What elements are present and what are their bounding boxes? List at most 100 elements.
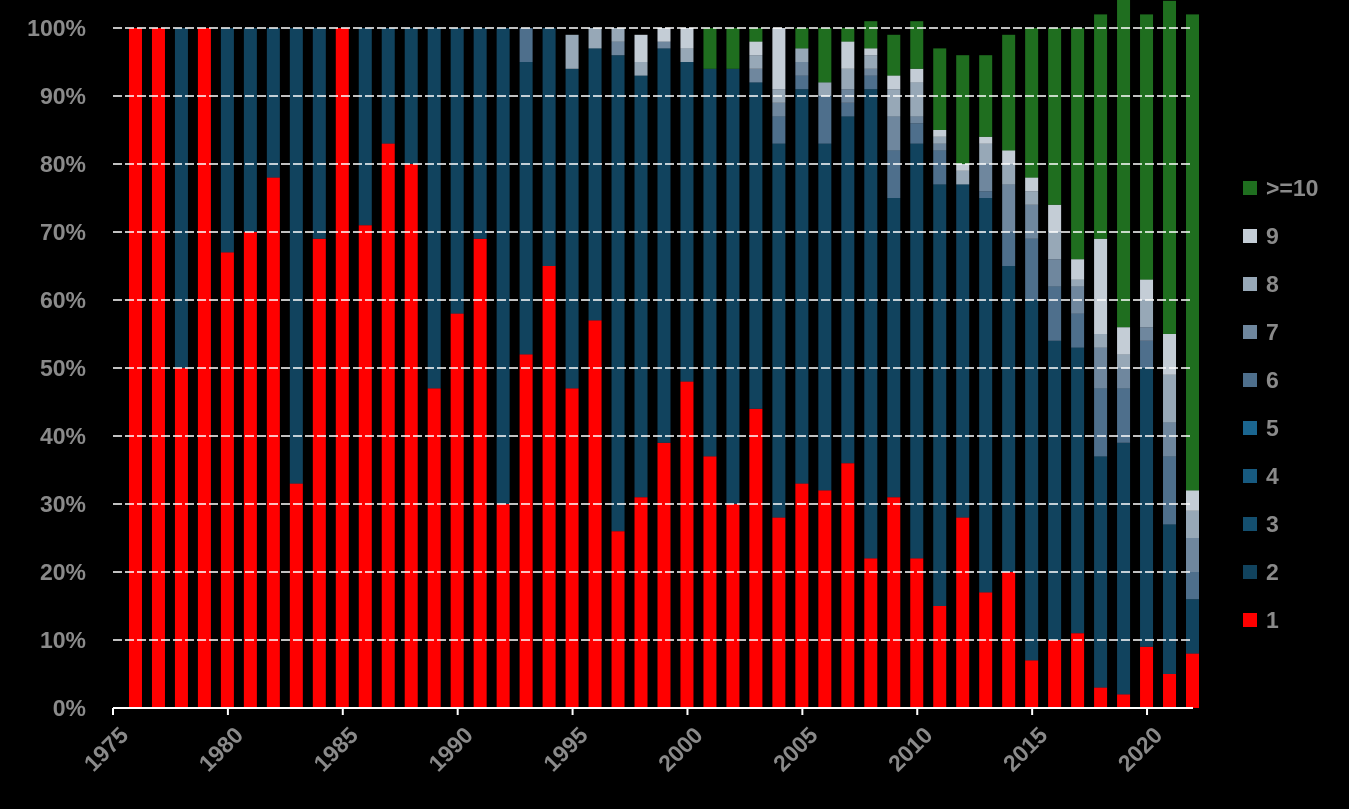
bar-segment-1999-series-9 bbox=[657, 28, 671, 42]
bar-segment-1991-series-2 bbox=[473, 28, 487, 239]
bar-segment-2008-series-9 bbox=[864, 48, 878, 56]
bar-segment-1996-series-2 bbox=[588, 48, 602, 321]
x-tick-label: 1990 bbox=[423, 722, 478, 777]
bar-segment-1994-series-2 bbox=[542, 28, 556, 266]
bar-segment-2004-series-9 bbox=[772, 28, 786, 90]
legend-label: 5 bbox=[1266, 415, 1279, 441]
bar-segment-1998-series-1 bbox=[634, 497, 648, 708]
bar-segment-2007-series-8 bbox=[841, 68, 855, 90]
bar-segment-2016-series-1 bbox=[1048, 640, 1062, 708]
bar-segment-2011-series-8 bbox=[933, 136, 947, 144]
bar-segment-1997-series-7 bbox=[611, 41, 625, 56]
bar-segment-2014-series-8 bbox=[1002, 164, 1016, 185]
bar-segment-2016-series-2 bbox=[1048, 340, 1062, 640]
bar-segment-1986-series-2 bbox=[358, 28, 372, 226]
bar-segment-2002-series-10 bbox=[726, 28, 740, 69]
bar-segment-2003-series-7 bbox=[749, 68, 763, 83]
bar-segment-2018-series-9 bbox=[1094, 238, 1108, 334]
bar-segment-2009-series-2 bbox=[887, 198, 901, 498]
bar-segment-2009-series-6 bbox=[887, 150, 901, 198]
bar-segment-2012-series-2 bbox=[956, 184, 970, 518]
bar-segment-2021-series-7 bbox=[1163, 422, 1177, 457]
bar-segment-2013-series-9 bbox=[979, 136, 993, 144]
bar-segment-2010-series-1 bbox=[910, 558, 924, 708]
bar-segment-2022-series-8 bbox=[1186, 510, 1199, 538]
bar-segment-2002-series-1 bbox=[726, 504, 740, 708]
legend-swatch bbox=[1243, 613, 1257, 627]
bar-segment-2013-series-6 bbox=[979, 191, 993, 198]
y-tick-label: 30% bbox=[40, 491, 86, 517]
bar-segment-2012-series-8 bbox=[956, 170, 970, 185]
bar-segment-2006-series-2 bbox=[818, 143, 832, 491]
bar-segment-2019-series-7 bbox=[1117, 368, 1131, 389]
bar-segment-2010-series-9 bbox=[910, 68, 924, 83]
bar-segment-2003-series-10 bbox=[749, 28, 763, 42]
bar-segment-2020-series-10 bbox=[1140, 14, 1154, 280]
legend-swatch bbox=[1243, 181, 1257, 195]
bar-segment-1995-series-1 bbox=[565, 388, 579, 708]
x-tick-label: 1995 bbox=[538, 722, 593, 777]
bar-segment-1981-series-1 bbox=[243, 232, 257, 708]
bar-segment-2011-series-1 bbox=[933, 606, 947, 708]
bar-segment-1982-series-2 bbox=[266, 28, 280, 178]
bar-segment-2013-series-2 bbox=[979, 198, 993, 593]
bar-segment-2009-series-1 bbox=[887, 497, 901, 708]
bar-segment-2022-series-2 bbox=[1186, 599, 1199, 654]
bar-segment-1997-series-8 bbox=[611, 28, 625, 42]
legend: >=10 9 8 7 6 5 4 3 2 1 bbox=[1243, 175, 1318, 633]
bar-segment-2005-series-8 bbox=[795, 48, 809, 62]
bar-segment-2015-series-7 bbox=[1025, 204, 1039, 239]
bar-segment-2013-series-1 bbox=[979, 592, 993, 708]
bar-segment-2014-series-6 bbox=[1002, 232, 1016, 266]
x-tick-label: 2015 bbox=[998, 722, 1053, 777]
legend-label: 3 bbox=[1266, 511, 1279, 537]
legend-swatch bbox=[1243, 229, 1257, 243]
bar-segment-2007-series-1 bbox=[841, 463, 855, 708]
bar-segment-2008-series-10 bbox=[864, 21, 878, 49]
bar-segment-2013-series-7 bbox=[979, 164, 993, 192]
bar-segment-2003-series-1 bbox=[749, 408, 763, 708]
bar-segment-2022-series-1 bbox=[1186, 653, 1199, 708]
bar-segment-1987-series-2 bbox=[381, 28, 395, 144]
legend-swatch bbox=[1243, 277, 1257, 291]
y-tick-label: 50% bbox=[40, 355, 86, 381]
y-tick-label: 70% bbox=[40, 219, 86, 245]
legend-label: 7 bbox=[1266, 319, 1279, 345]
legend-swatch bbox=[1243, 565, 1257, 579]
bar-segment-1999-series-7 bbox=[657, 41, 671, 49]
bar-segment-2010-series-2 bbox=[910, 143, 924, 559]
bar-segment-2006-series-1 bbox=[818, 490, 832, 708]
bar-segment-1993-series-1 bbox=[519, 354, 533, 708]
bar-segment-2021-series-9 bbox=[1163, 334, 1177, 375]
bar-segment-1981-series-2 bbox=[243, 28, 257, 232]
bar-segment-2000-series-8 bbox=[680, 48, 694, 62]
bar-segment-2014-series-9 bbox=[1002, 150, 1016, 164]
y-tick-label: 10% bbox=[40, 627, 86, 653]
bar-segment-1994-series-1 bbox=[542, 266, 556, 708]
bar-segment-1976-series-1 bbox=[128, 28, 142, 708]
y-tick-label: 90% bbox=[40, 83, 86, 109]
bar-segment-1998-series-2 bbox=[634, 75, 648, 498]
bar-segment-2012-series-10 bbox=[956, 55, 970, 165]
bar-segment-1984-series-1 bbox=[312, 238, 326, 709]
bar-segment-2022-series-7 bbox=[1186, 538, 1199, 572]
bar-segment-1980-series-1 bbox=[220, 252, 234, 708]
bar-segment-2016-series-8 bbox=[1048, 232, 1062, 260]
legend-swatch bbox=[1243, 421, 1257, 435]
bar-segment-2019-series-1 bbox=[1117, 694, 1131, 708]
legend-label: >=10 bbox=[1266, 175, 1318, 201]
bar-segment-1978-series-1 bbox=[174, 368, 188, 708]
bar-segment-1995-series-8 bbox=[565, 34, 579, 69]
bar-segment-2012-series-9 bbox=[956, 164, 970, 171]
bar-segment-2011-series-7 bbox=[933, 143, 947, 151]
x-axis: 1975 1980 1985 1990 1995 2000 2005 2010 2015 2020 bbox=[79, 707, 1193, 777]
legend-label: 6 bbox=[1266, 367, 1279, 393]
bar-segment-2021-series-1 bbox=[1163, 674, 1177, 708]
x-tick-label: 2020 bbox=[1113, 722, 1168, 777]
bar-segment-2010-series-7 bbox=[910, 116, 924, 124]
bar-segment-2004-series-7 bbox=[772, 102, 786, 117]
bar-segment-2022-series-6 bbox=[1186, 572, 1199, 600]
y-tick-label: 40% bbox=[40, 423, 86, 449]
bar-segment-1989-series-1 bbox=[427, 388, 441, 708]
bar-segment-2011-series-6 bbox=[933, 150, 947, 185]
